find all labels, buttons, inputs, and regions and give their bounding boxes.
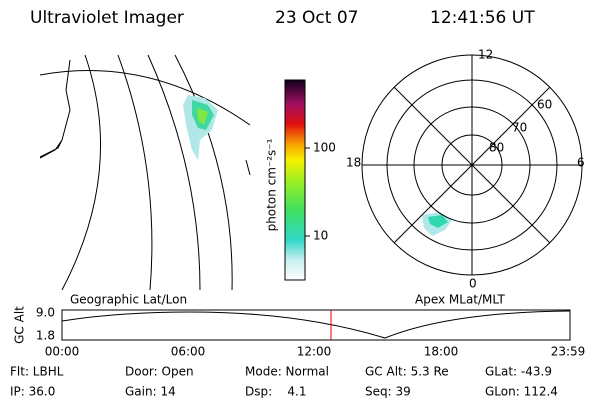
timeline-axis-label: GC Alt xyxy=(13,306,27,344)
timeline-x-label: 06:00 xyxy=(171,345,206,359)
status-field: Gain: 14 xyxy=(125,385,176,399)
timeline-frame xyxy=(61,309,571,341)
status-field: IP: 36.0 xyxy=(10,385,55,399)
lat-label: 60 xyxy=(537,98,552,112)
timeline-x-label: 23:59 xyxy=(551,345,586,359)
colorbar-tick-label: 100 xyxy=(313,141,336,155)
time: 12:41:56 UT xyxy=(430,8,535,28)
panel-label: Apex MLat/MLT xyxy=(415,293,505,307)
timeline-x-label: 00:00 xyxy=(45,345,80,359)
status-field: GC Alt: 5.3 Re xyxy=(365,365,449,379)
timeline-y-label: 9.0 xyxy=(36,306,55,320)
mlt-label: 18 xyxy=(346,156,361,170)
colorbar-tick-label: 10 xyxy=(313,229,328,243)
status-field: GLat: -43.9 xyxy=(485,365,552,379)
title: Ultraviolet Imager xyxy=(30,8,184,28)
status-field: GLon: 112.4 xyxy=(485,385,558,399)
timeline-x-label: 12:00 xyxy=(297,345,332,359)
mlt-label: 6 xyxy=(577,156,585,170)
polar-plot xyxy=(361,54,583,276)
status-field: Dsp: 4.1 xyxy=(245,385,307,399)
date: 23 Oct 07 xyxy=(275,8,358,28)
status-panel: Flt: LBHL Door: Open Mode: Normal GC Alt: 5… xyxy=(10,365,558,399)
status-field: Flt: LBHL xyxy=(10,365,64,379)
mlt-label: 0 xyxy=(469,277,477,291)
status-field: Seq: 39 xyxy=(365,385,411,399)
altitude-curve xyxy=(61,310,571,339)
colorbar xyxy=(284,79,306,281)
timeline-y-label: 1.8 xyxy=(36,329,55,343)
panel-label: Geographic Lat/Lon xyxy=(70,293,187,307)
lat-label: 70 xyxy=(512,121,527,135)
lat-label: 80 xyxy=(489,141,504,155)
status-field: Door: Open xyxy=(125,365,194,379)
geo-map xyxy=(40,54,251,290)
colorbar-label: photon cm⁻²s⁻¹ xyxy=(265,138,279,231)
mlt-label: 12 xyxy=(478,48,493,62)
status-field: Mode: Normal xyxy=(245,365,329,379)
timeline-x-label: 18:00 xyxy=(424,345,459,359)
